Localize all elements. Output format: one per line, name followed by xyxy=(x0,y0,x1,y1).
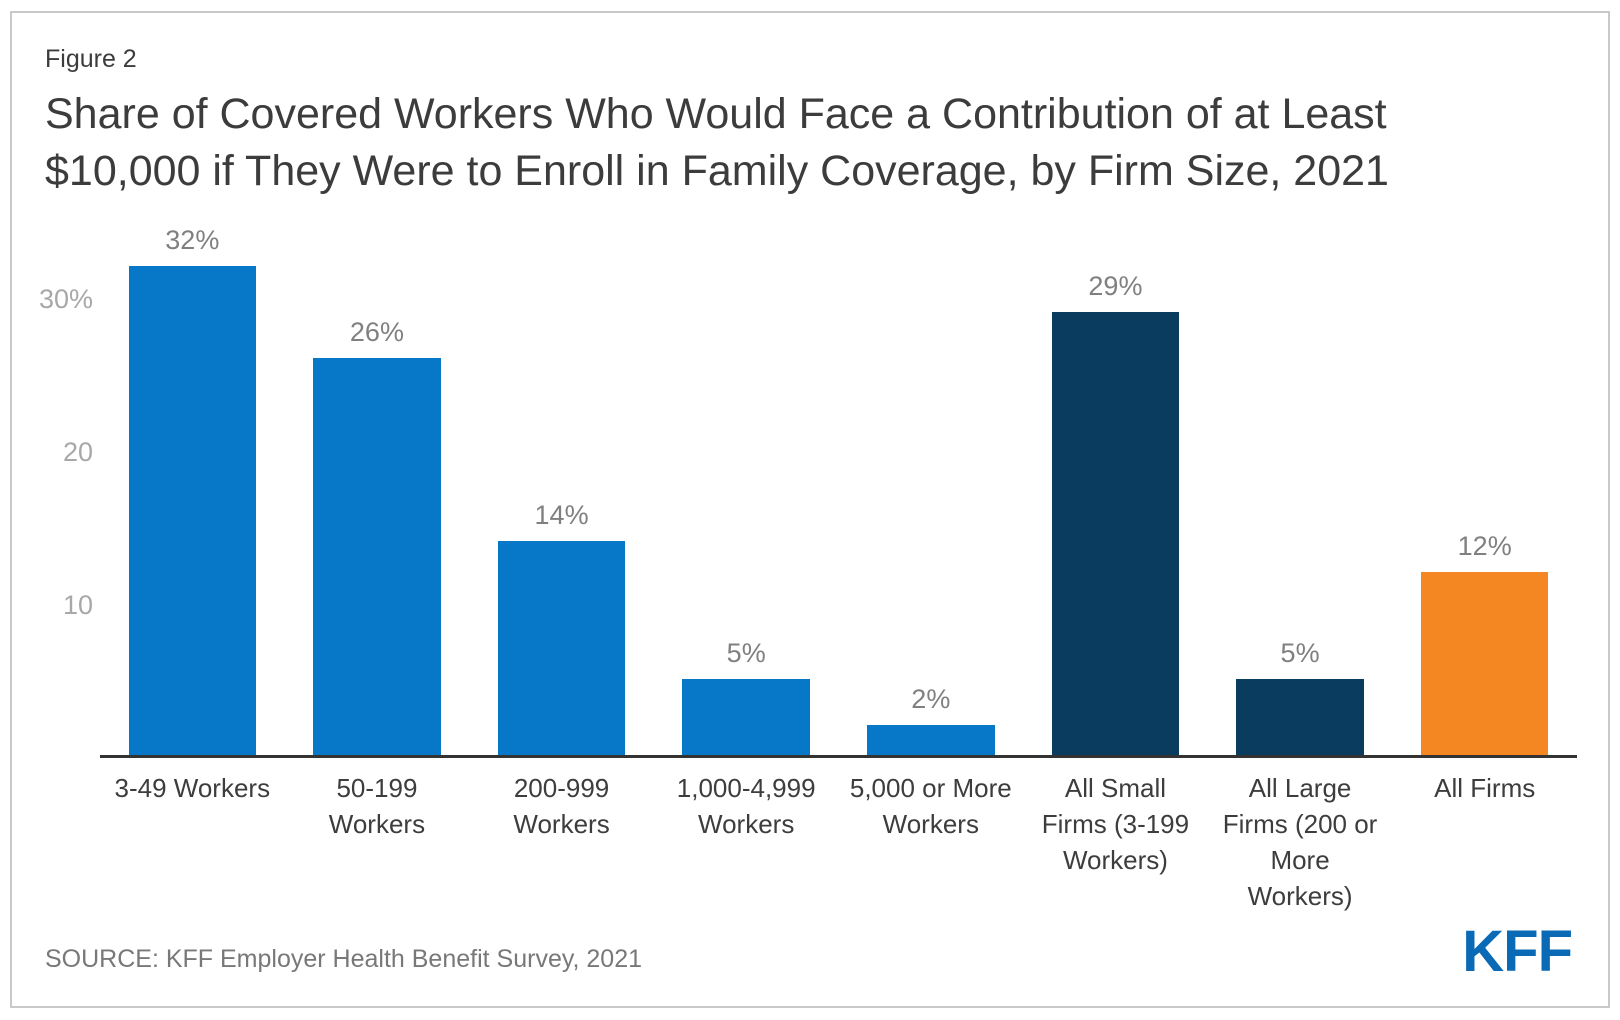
bar xyxy=(1051,311,1180,756)
bar-value-label: 2% xyxy=(911,683,951,714)
bar-value-label: 5% xyxy=(1280,637,1320,668)
x-axis-category-label: All Firms xyxy=(1434,773,1536,804)
bar xyxy=(867,724,995,756)
bar xyxy=(682,678,810,756)
title-block: Figure 2 Share of Covered Workers Who Wo… xyxy=(12,13,1608,200)
bar-value-label: 12% xyxy=(1457,530,1512,561)
figure-number-label: Figure 2 xyxy=(45,45,137,73)
bar-slot: 29% xyxy=(1023,268,1208,756)
bar-value-label: 32% xyxy=(165,224,220,255)
y-axis-tick-label: 10 xyxy=(62,590,93,621)
bar-slot: 2% xyxy=(839,681,1024,756)
bar-slot: 32% xyxy=(100,222,285,756)
figure-frame: Figure 2 Share of Covered Workers Who Wo… xyxy=(10,11,1610,1008)
bar-slot: 26% xyxy=(285,314,470,756)
x-axis-category-label: 1,000-4,999 Workers xyxy=(676,773,816,840)
bar-value-label: 5% xyxy=(726,637,766,668)
kff-logo: KFF xyxy=(1462,918,1573,984)
bar-value-label: 14% xyxy=(534,500,589,531)
y-axis: 30% 20 10 xyxy=(12,253,100,758)
bar xyxy=(1420,571,1549,756)
bar-slot: 12% xyxy=(1392,528,1577,756)
y-axis-tick-label: 20 xyxy=(62,437,93,468)
x-axis-category-label: All Large Firms (200 or More Workers) xyxy=(1222,773,1378,912)
x-axis-category-label: 50-199 Workers xyxy=(328,773,426,840)
plot-area: 32% 26% 14% 5% 2% 29% 5% 12% xyxy=(100,225,1577,759)
source-note: SOURCE: KFF Employer Health Benefit Surv… xyxy=(45,945,642,973)
bar-value-label: 29% xyxy=(1088,270,1143,301)
bar-slot: 14% xyxy=(469,497,654,756)
chart-area: 30% 20 10 32% 26% 14% 5% 2% 29% 5% 12% xyxy=(12,225,1577,759)
bar xyxy=(128,265,256,756)
chart-title: Share of Covered Workers Who Would Face … xyxy=(45,90,1389,196)
x-axis-category-label: All Small Firms (3-199 Workers) xyxy=(1041,773,1190,876)
x-axis-category-label: 5,000 or More Workers xyxy=(849,773,1012,840)
bar xyxy=(313,357,441,756)
bar xyxy=(497,541,626,756)
x-axis-category-label: 200-999 Workers xyxy=(513,773,610,840)
bar-value-label: 26% xyxy=(349,316,404,347)
footer: SOURCE: KFF Employer Health Benefit Surv… xyxy=(45,918,1573,984)
bar xyxy=(1236,678,1364,756)
x-axis-labels: 3-49 Workers 50-199 Workers 200-999 Worker… xyxy=(100,770,1577,914)
y-axis-tick-label: 30% xyxy=(38,284,93,315)
x-axis-category-label: 3-49 Workers xyxy=(114,773,271,804)
bar-slot: 5% xyxy=(654,635,839,756)
bar-slot: 5% xyxy=(1208,635,1393,756)
